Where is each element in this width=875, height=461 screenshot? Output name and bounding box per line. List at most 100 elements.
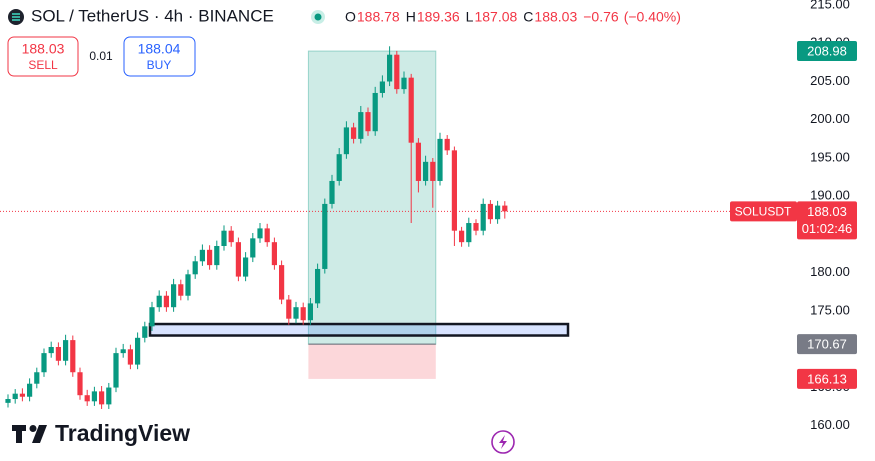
countdown: 01:02:46 — [802, 221, 853, 236]
candle-body — [415, 142, 421, 181]
brand-logo: TradingView — [12, 420, 190, 446]
candle-body — [5, 399, 11, 403]
last-price: 188.03 — [807, 204, 847, 219]
candle-body — [315, 268, 321, 304]
ohlc-name: C — [523, 9, 533, 25]
support-zone — [148, 322, 570, 337]
candle-body — [171, 284, 177, 308]
candle-body — [293, 307, 299, 319]
candle-body — [221, 230, 227, 246]
candle-body — [142, 326, 148, 338]
candle-body — [19, 393, 25, 397]
brand-name: TradingView — [55, 420, 190, 446]
target-price-box — [797, 41, 857, 62]
candle-body — [113, 353, 119, 388]
candle-body — [127, 349, 133, 365]
candle-body — [343, 127, 349, 155]
candle-body — [487, 203, 493, 220]
y-tick-label: 190.00 — [810, 188, 850, 203]
logo-part — [12, 425, 26, 443]
y-tick-label: 215.00 — [810, 0, 850, 11]
candle-body — [480, 203, 486, 231]
sell-label[interactable]: SELL — [28, 58, 58, 72]
ohlc-name: H — [406, 9, 416, 25]
stop-zone — [308, 344, 436, 379]
candle-body — [34, 372, 40, 384]
candle-body — [178, 284, 184, 296]
candle-body — [423, 161, 429, 181]
sell-button-box[interactable] — [7, 36, 79, 77]
candle-body — [257, 228, 263, 239]
candle-body — [228, 230, 234, 243]
logo-part — [29, 425, 37, 432]
candle-body — [394, 54, 400, 90]
ohlc-value: 188.78 — [357, 9, 400, 25]
candle-body — [99, 391, 105, 405]
last-price-symbol: SOLUSDT — [735, 205, 792, 219]
plot-area — [0, 46, 797, 409]
entry-price-box — [797, 334, 857, 355]
candle-body — [365, 112, 371, 132]
ohlc-value: 188.03 — [534, 9, 577, 25]
candle-body — [55, 346, 61, 361]
candle-body — [336, 154, 342, 181]
change-percent: (−0.40%) — [624, 9, 681, 25]
candle-body — [271, 242, 277, 266]
candle-body — [322, 203, 328, 269]
buy-button-box[interactable] — [123, 36, 196, 77]
candle-body — [235, 242, 241, 277]
candle-body — [48, 346, 54, 354]
sell-price[interactable]: 188.03 — [22, 41, 65, 57]
candle-body — [473, 223, 479, 231]
symbol-icon-mark — [12, 13, 20, 21]
y-tick-label: 205.00 — [810, 73, 850, 88]
candle-body — [250, 238, 256, 258]
spread: 0.01 — [89, 49, 113, 63]
buy-label[interactable]: BUY — [147, 58, 172, 72]
candle-body — [444, 138, 450, 151]
y-tick-label: 175.00 — [810, 302, 850, 317]
candle-body — [437, 138, 443, 181]
y-tick-label: 200.00 — [810, 111, 850, 126]
candle-body — [91, 391, 97, 402]
candle-body — [84, 395, 90, 402]
candle-body — [430, 161, 436, 181]
candle-body — [243, 257, 249, 277]
logo-part — [32, 425, 47, 443]
candle-body — [41, 353, 47, 373]
candle-body — [135, 337, 141, 365]
candle-body — [70, 340, 76, 373]
sell-button[interactable]: 188.03 SELL — [7, 36, 79, 77]
flash-icon[interactable] — [499, 435, 507, 449]
buy-price[interactable]: 188.04 — [138, 41, 181, 57]
candle-body — [185, 274, 191, 296]
candle-body — [502, 205, 508, 212]
ohlc-name: L — [466, 9, 474, 25]
candle-body — [264, 228, 270, 243]
candle-body — [379, 81, 385, 93]
candle-body — [351, 127, 357, 139]
candle-body — [214, 245, 220, 266]
candle-body — [63, 340, 69, 361]
candle-body — [372, 92, 378, 132]
target-price: 208.98 — [807, 43, 847, 58]
target-zone — [307, 50, 437, 345]
candle-body — [408, 77, 414, 143]
last-price-box — [797, 201, 857, 240]
y-tick-label: 160.00 — [810, 417, 850, 432]
candle-body — [451, 150, 457, 231]
last-price-symbol-box — [730, 201, 797, 222]
y-tick-label: 180.00 — [810, 264, 850, 279]
candle-body — [329, 180, 335, 204]
candle-body — [163, 295, 169, 308]
flash-button[interactable] — [491, 430, 515, 454]
candle-body — [207, 249, 213, 266]
buy-button[interactable]: 188.04 BUY — [123, 36, 196, 77]
candle-body — [77, 372, 83, 396]
candle-body — [27, 383, 33, 397]
change: −0.76 — [583, 9, 619, 25]
ohlc-legend: O 188.78 H 189.36 L 187.08 C 188.03 −0.76 (−0.40%… — [345, 9, 681, 25]
candle-body — [120, 349, 126, 354]
